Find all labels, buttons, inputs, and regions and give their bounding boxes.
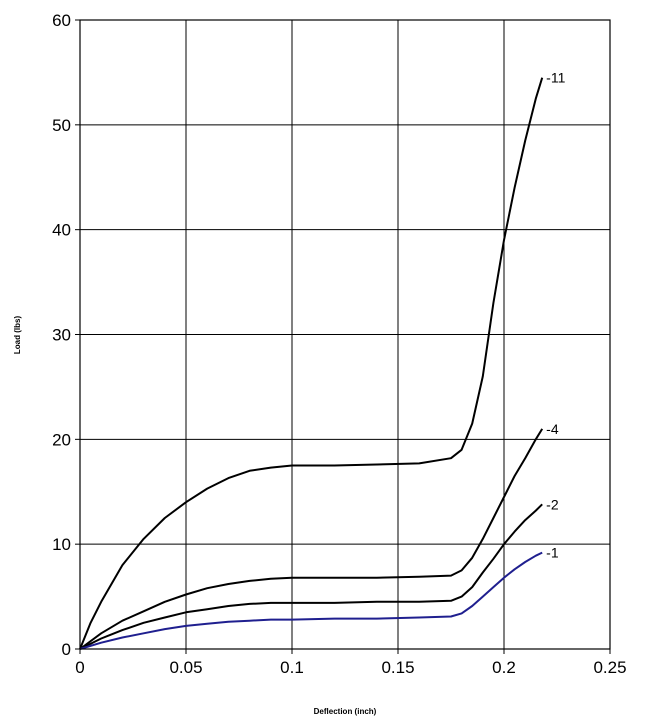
y-tick-label: 40: [52, 221, 71, 240]
series-line: [79, 551, 543, 650]
series-labels: -11 -4 -2 -1: [546, 70, 565, 561]
x-axis-title: Deflection (inch): [314, 707, 377, 716]
y-tick-labels: 0 10 20 30 40 50 60: [52, 11, 71, 659]
y-tick-label: 50: [52, 116, 71, 135]
y-tick-label: 60: [52, 11, 71, 30]
series-label: -4: [546, 421, 559, 437]
series-line: [79, 503, 543, 650]
x-tick-label: 0: [75, 658, 84, 677]
series-label: -2: [546, 496, 559, 512]
series-layer: [79, 77, 544, 650]
x-tick-labels: 0 0.05 0.1 0.15 0.2 0.25: [75, 658, 626, 677]
x-tick-label: 0.05: [169, 658, 202, 677]
plot-border: [79, 19, 611, 650]
series-label: -11: [546, 70, 565, 86]
x-tick-label: 0.15: [381, 658, 414, 677]
x-tick-label: 0.25: [593, 658, 626, 677]
y-tick-label: 30: [52, 326, 71, 345]
y-axis-title: Load (lbs): [13, 316, 22, 355]
x-tick-label: 0.1: [280, 658, 304, 677]
y-tick-label: 20: [52, 430, 71, 449]
series-line: [79, 428, 544, 650]
series-label: -1: [546, 545, 559, 561]
series-line: [79, 77, 544, 650]
y-tick-label: 0: [62, 640, 71, 659]
y-tick-label: 10: [52, 535, 71, 554]
x-tick-label: 0.2: [492, 658, 516, 677]
